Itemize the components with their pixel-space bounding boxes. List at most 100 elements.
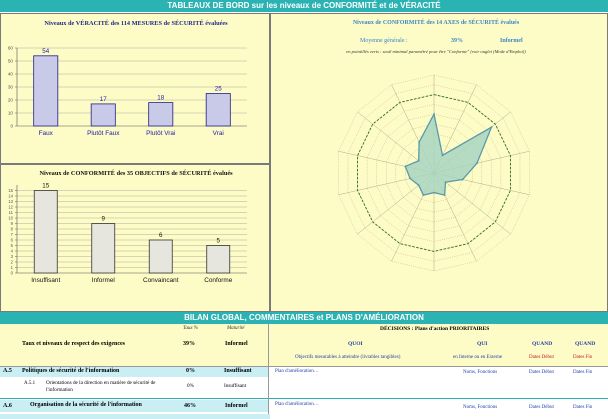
radar-point: [490, 126, 493, 129]
y-tick-label: 15: [8, 188, 13, 193]
radar-point: [417, 159, 420, 162]
y-tick-label: 10: [8, 216, 13, 221]
radar-point: [441, 154, 444, 157]
plan-link[interactable]: Plan d'amélioration…: [275, 402, 319, 407]
bar-value-label: 18: [157, 95, 164, 102]
col-quand-fin: QUAND: [575, 341, 596, 347]
radar-point: [422, 194, 425, 196]
quand-fin-sub: Dates Fin: [573, 355, 593, 360]
veracity-chart: 0 10 20 30 40 50 60 54 Faux 17 Plutôt Faux 18 Plutôt…: [8, 46, 247, 137]
bar-value-label: 5: [217, 238, 221, 245]
radar-ring: [376, 114, 492, 232]
row-debut[interactable]: Dates Début: [529, 370, 554, 375]
quand-debut-sub: Dates Début: [529, 355, 554, 360]
y-tick-label: 30: [8, 85, 14, 90]
radar-point: [443, 194, 446, 196]
col-qui: QUI: [477, 341, 488, 347]
row-pct: 46%: [184, 403, 196, 409]
quoi-sub: Objectifs mesurables à atteindre (livrab…: [295, 355, 401, 360]
row-qui[interactable]: Noms, Fonctions: [463, 370, 498, 375]
radar-point: [461, 178, 464, 181]
col-taux: Taux %: [183, 326, 198, 331]
row-status: Insuffisant: [224, 383, 247, 389]
summary-header: [0, 324, 608, 367]
radar-point: [476, 162, 478, 165]
y-tick-label: 9: [11, 221, 14, 226]
bar: [206, 245, 231, 274]
row-divider: [0, 398, 608, 399]
y-tick-label: 3: [11, 254, 14, 259]
y-tick-label: 5: [11, 243, 14, 248]
plan-link[interactable]: Plan d'amélioration…: [275, 369, 319, 374]
x-tick-label: Plutôt Faux: [87, 130, 120, 137]
x-tick-label: Insuffisant: [31, 277, 60, 284]
objectives-title: Niveaux de CONFORMITÉ des 35 OBJECTIFS d…: [39, 170, 233, 177]
radar-point: [409, 177, 412, 180]
bar: [205, 93, 231, 127]
row-code: A.6: [3, 403, 12, 409]
radar-title: Niveaux de CONFORMITÉ des 14 AXES de SÉC…: [352, 20, 520, 26]
bar: [148, 239, 173, 274]
y-tick-label: 6: [11, 238, 14, 243]
y-tick-label: 60: [8, 46, 14, 51]
row-code: A.5: [3, 368, 12, 374]
row-fin[interactable]: Dates Fin: [573, 405, 593, 410]
row-status: Informel: [225, 403, 248, 409]
bar-value-label: 15: [42, 183, 49, 190]
radar-ring: [405, 143, 463, 203]
bar-value-label: 54: [42, 48, 49, 55]
y-tick-label: 2: [11, 260, 14, 265]
y-tick-label: 12: [8, 205, 13, 210]
table-row: [0, 367, 268, 377]
x-tick-label: Plutôt Vrai: [146, 130, 175, 137]
row-pct: 0%: [186, 368, 195, 374]
veracity-panel: Niveaux de VÉRACITÉ des 114 MESURES de S…: [0, 13, 270, 164]
bottom-banner: BILAN GLOBAL, COMMENTAIRES et PLANS D'AM…: [0, 312, 608, 324]
radar-ring: [338, 74, 530, 272]
radar-note: en pointillés verts : seuil minimal para…: [346, 49, 526, 54]
col-quoi: QUOI: [348, 341, 363, 347]
y-tick-label: 7: [11, 232, 14, 237]
radar-avg-value: 39%: [451, 38, 463, 44]
row-debut[interactable]: Dates Début: [529, 405, 554, 410]
bar: [90, 103, 116, 127]
summary-status: Informel: [225, 341, 248, 347]
y-tick-label: 8: [11, 227, 14, 232]
y-tick-label: 0: [11, 271, 14, 276]
qui-sub: en Interne ou en Externe: [453, 355, 503, 360]
row-strip: [0, 414, 270, 419]
y-tick-label: 20: [8, 98, 14, 103]
row-label: Organisation de la sécurité de l'informa…: [30, 402, 142, 408]
objectives-panel: Niveaux de CONFORMITÉ des 35 OBJECTIFS d…: [0, 164, 270, 312]
x-tick-label: Conforme: [204, 277, 233, 284]
x-tick-label: Vrai: [213, 130, 224, 137]
bar-value-label: 9: [102, 216, 106, 223]
y-tick-label: 14: [8, 194, 13, 199]
veracity-title: Niveaux de VÉRACITÉ des 114 MESURES de S…: [44, 20, 228, 27]
y-tick-label: 13: [8, 199, 13, 204]
row-label: Orientations de la direction en matière …: [46, 380, 156, 393]
row-fin[interactable]: Dates Fin: [573, 370, 593, 375]
radar-point: [417, 184, 420, 187]
bar: [33, 190, 58, 274]
radar-point: [444, 181, 447, 184]
x-tick-label: Informel: [92, 277, 115, 284]
row-qui[interactable]: Noms, Fonctions: [463, 405, 498, 410]
radar-ring: [347, 84, 521, 262]
col-quand-debut: QUAND: [532, 341, 553, 347]
radar-point: [433, 191, 435, 194]
y-tick-label: 50: [8, 59, 14, 64]
bar-value-label: 17: [100, 96, 107, 103]
radar-avg-label: Moyenne générale :: [360, 38, 408, 44]
bar: [33, 55, 59, 127]
radar-chart: [338, 74, 530, 272]
radar-point: [404, 165, 407, 168]
bar-value-label: 6: [159, 232, 163, 239]
bar: [148, 102, 174, 127]
divider: [268, 367, 269, 419]
y-tick-label: 1: [11, 265, 14, 270]
bar-value-label: 25: [215, 86, 222, 93]
y-tick-label: 40: [8, 72, 14, 77]
y-tick-label: 11: [9, 210, 14, 215]
radar-avg-status: Informel: [500, 38, 523, 44]
